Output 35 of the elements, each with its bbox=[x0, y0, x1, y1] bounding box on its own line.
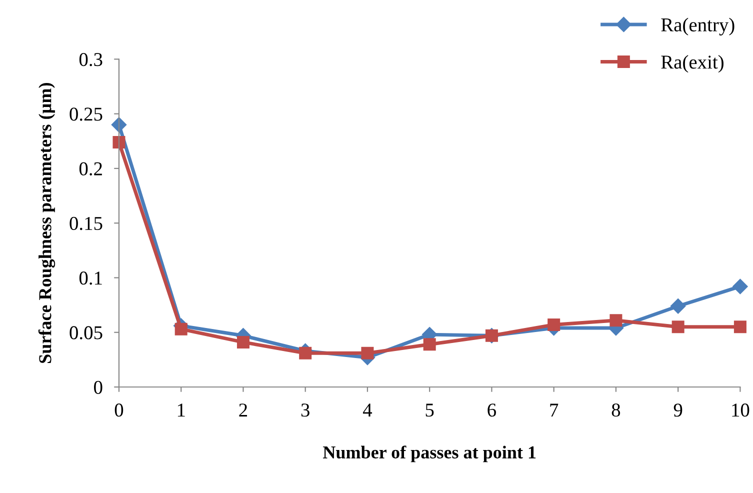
point bbox=[670, 298, 686, 314]
legend-label: Ra(entry) bbox=[661, 18, 734, 36]
legend-label: Ra(exit) bbox=[661, 55, 724, 73]
y-tick-label: 0.2 bbox=[79, 162, 102, 176]
x-tick-label: 3 bbox=[301, 404, 310, 417]
point bbox=[112, 136, 126, 148]
x-tick-label: 10 bbox=[732, 404, 750, 417]
x-tick-label: 1 bbox=[178, 404, 185, 416]
x-tick-label: 8 bbox=[612, 404, 620, 417]
point bbox=[548, 318, 560, 331]
point bbox=[299, 346, 312, 360]
point bbox=[111, 117, 127, 132]
point bbox=[174, 322, 188, 336]
x-tick-label: 5 bbox=[426, 404, 434, 417]
y-tick-label: 0.05 bbox=[70, 326, 102, 340]
point bbox=[732, 278, 748, 294]
point bbox=[734, 320, 746, 334]
x-tick-label: 0 bbox=[114, 404, 124, 417]
x-tick-label: 2 bbox=[239, 404, 248, 416]
point bbox=[423, 338, 436, 351]
point bbox=[361, 346, 374, 360]
x-tick-label: 7 bbox=[550, 404, 558, 416]
y-axis-title: Surface Roughness parameters (µm) bbox=[38, 83, 56, 363]
point bbox=[672, 320, 684, 334]
x-axis-title: Number of passes at point 1 bbox=[323, 446, 536, 462]
y-tick-label: 0.3 bbox=[79, 52, 102, 66]
point bbox=[610, 314, 622, 327]
y-tick-label: 0 bbox=[94, 380, 102, 394]
y-tick-label: 0.25 bbox=[70, 108, 102, 121]
y-tick-label: 0.15 bbox=[70, 216, 102, 230]
x-tick-label: 4 bbox=[362, 404, 372, 416]
x-tick-label: 6 bbox=[488, 404, 496, 417]
point bbox=[236, 336, 250, 348]
y-tick-label: 0.1 bbox=[79, 272, 102, 285]
x-tick-label: 9 bbox=[674, 404, 682, 417]
